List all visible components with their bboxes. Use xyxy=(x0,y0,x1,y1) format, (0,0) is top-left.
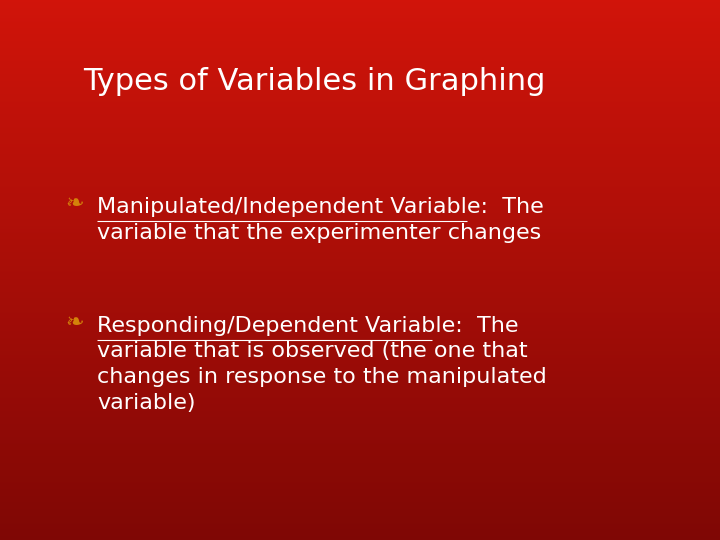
Text: ❧: ❧ xyxy=(65,194,84,214)
Text: Manipulated/Independent Variable:  The
variable that the experimenter changes: Manipulated/Independent Variable: The va… xyxy=(97,197,544,242)
Text: ❧: ❧ xyxy=(65,313,84,333)
Text: Types of Variables in Graphing: Types of Variables in Graphing xyxy=(83,68,545,97)
Text: Responding/Dependent Variable:  The
variable that is observed (the one that
chan: Responding/Dependent Variable: The varia… xyxy=(97,316,547,413)
